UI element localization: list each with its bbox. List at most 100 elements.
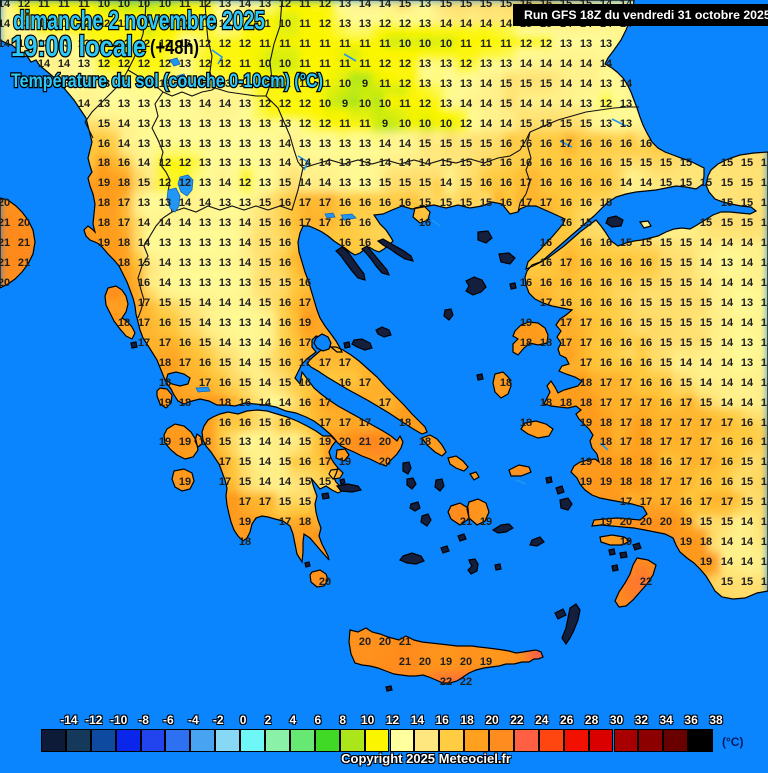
- svg-text:15: 15: [98, 118, 110, 130]
- svg-text:13: 13: [239, 317, 251, 329]
- svg-text:17: 17: [199, 377, 211, 389]
- svg-text:15: 15: [600, 197, 612, 209]
- svg-text:18: 18: [540, 337, 552, 349]
- svg-text:15: 15: [440, 197, 452, 209]
- svg-text:16: 16: [339, 217, 351, 229]
- svg-text:17: 17: [721, 496, 733, 508]
- svg-text:20: 20: [319, 576, 331, 588]
- svg-text:14: 14: [118, 118, 131, 130]
- svg-text:14: 14: [721, 337, 734, 349]
- svg-text:14: 14: [761, 556, 768, 568]
- svg-text:16: 16: [600, 237, 612, 249]
- svg-text:13: 13: [219, 197, 231, 209]
- svg-text:15: 15: [761, 516, 768, 528]
- svg-text:15: 15: [700, 217, 712, 229]
- svg-text:19: 19: [580, 456, 592, 468]
- svg-text:17: 17: [540, 197, 552, 209]
- svg-text:15: 15: [219, 436, 231, 448]
- svg-text:14: 14: [700, 257, 713, 269]
- svg-text:16: 16: [339, 377, 351, 389]
- svg-text:19: 19: [339, 456, 351, 468]
- svg-text:18: 18: [419, 436, 431, 448]
- svg-text:15: 15: [721, 217, 733, 229]
- svg-text:17: 17: [319, 417, 331, 429]
- svg-text:14: 14: [179, 217, 192, 229]
- svg-text:14: 14: [279, 138, 292, 150]
- svg-text:15: 15: [159, 297, 171, 309]
- svg-text:12: 12: [460, 118, 472, 130]
- svg-text:17: 17: [299, 337, 311, 349]
- svg-text:14: 14: [741, 377, 754, 389]
- svg-text:18: 18: [600, 436, 612, 448]
- svg-text:16: 16: [600, 138, 612, 150]
- svg-text:15: 15: [761, 177, 768, 189]
- svg-text:16: 16: [500, 197, 512, 209]
- svg-text:13: 13: [199, 138, 211, 150]
- svg-text:14: 14: [761, 257, 768, 269]
- svg-text:12: 12: [159, 177, 171, 189]
- svg-text:16: 16: [600, 177, 612, 189]
- svg-text:17: 17: [680, 417, 692, 429]
- svg-text:15: 15: [660, 237, 672, 249]
- svg-text:14: 14: [721, 317, 734, 329]
- svg-text:10: 10: [399, 118, 411, 130]
- svg-text:15: 15: [761, 496, 768, 508]
- svg-text:20: 20: [379, 636, 391, 648]
- svg-text:(+48h): (+48h): [150, 37, 199, 59]
- svg-text:14: 14: [761, 397, 768, 409]
- svg-text:15: 15: [239, 456, 251, 468]
- svg-text:16: 16: [560, 277, 572, 289]
- svg-text:14: 14: [199, 317, 212, 329]
- svg-text:13: 13: [219, 217, 231, 229]
- svg-text:16: 16: [98, 138, 110, 150]
- svg-text:16: 16: [540, 138, 552, 150]
- svg-text:19: 19: [480, 516, 492, 528]
- svg-text:14: 14: [138, 157, 151, 169]
- svg-text:16: 16: [359, 217, 371, 229]
- svg-text:17: 17: [118, 217, 130, 229]
- svg-text:17: 17: [279, 516, 291, 528]
- svg-text:15: 15: [580, 217, 592, 229]
- svg-text:16: 16: [399, 197, 411, 209]
- svg-text:20: 20: [660, 516, 672, 528]
- svg-text:13: 13: [159, 237, 171, 249]
- svg-text:13: 13: [199, 157, 211, 169]
- svg-text:13: 13: [138, 197, 150, 209]
- svg-text:16: 16: [279, 417, 291, 429]
- svg-text:14: 14: [239, 297, 252, 309]
- svg-text:17: 17: [580, 337, 592, 349]
- svg-text:19: 19: [680, 516, 692, 528]
- svg-text:16: 16: [500, 157, 512, 169]
- svg-text:13: 13: [159, 118, 171, 130]
- svg-text:15: 15: [299, 496, 311, 508]
- svg-text:15: 15: [259, 257, 271, 269]
- svg-text:16: 16: [279, 217, 291, 229]
- svg-text:15: 15: [680, 377, 692, 389]
- svg-text:14: 14: [399, 157, 412, 169]
- svg-text:14: 14: [721, 357, 734, 369]
- svg-text:19: 19: [299, 317, 311, 329]
- svg-text:17: 17: [620, 496, 632, 508]
- svg-text:19: 19: [700, 556, 712, 568]
- svg-text:15: 15: [279, 177, 291, 189]
- svg-text:15: 15: [761, 456, 768, 468]
- svg-text:13: 13: [199, 118, 211, 130]
- svg-text:Température du sol (couche 0-1: Température du sol (couche 0-10cm) (°C): [11, 71, 323, 92]
- svg-text:17: 17: [299, 357, 311, 369]
- svg-text:16: 16: [721, 456, 733, 468]
- svg-text:13: 13: [199, 277, 211, 289]
- svg-text:14: 14: [239, 357, 252, 369]
- svg-text:17: 17: [319, 397, 331, 409]
- svg-text:14: 14: [700, 377, 713, 389]
- svg-text:17: 17: [660, 476, 672, 488]
- svg-text:16: 16: [580, 237, 592, 249]
- svg-text:13: 13: [741, 357, 753, 369]
- svg-text:13: 13: [259, 157, 271, 169]
- svg-text:16: 16: [299, 277, 311, 289]
- svg-text:16: 16: [580, 257, 592, 269]
- svg-text:16: 16: [279, 257, 291, 269]
- svg-text:17: 17: [560, 337, 572, 349]
- svg-text:15: 15: [460, 197, 472, 209]
- svg-text:14: 14: [721, 237, 734, 249]
- svg-text:18: 18: [640, 436, 652, 448]
